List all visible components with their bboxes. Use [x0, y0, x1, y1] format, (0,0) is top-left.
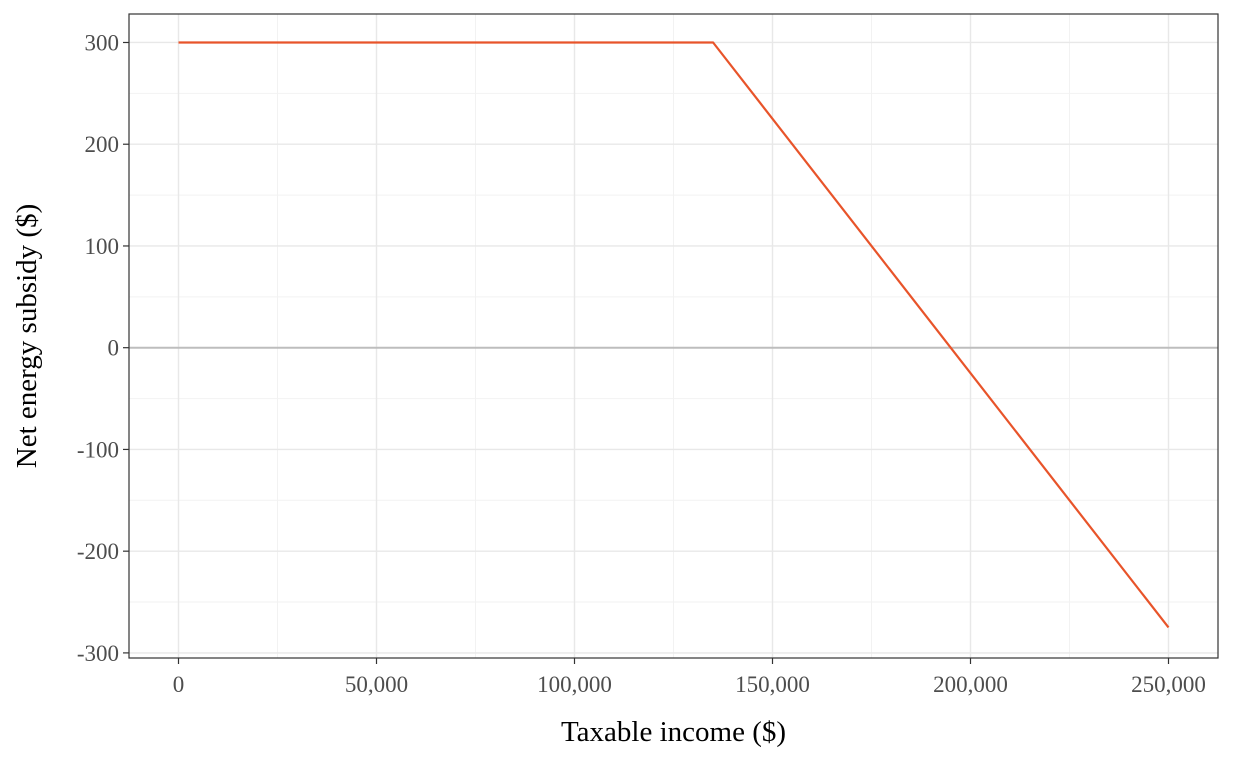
series-line	[178, 41, 1170, 629]
x-axis-ticks: 0 50,000 100,000 150,000 200,000 250,000	[173, 658, 1206, 697]
x-tick-label: 100,000	[537, 672, 612, 697]
x-tick-label: 200,000	[933, 672, 1008, 697]
y-tick-label: -200	[77, 539, 119, 564]
y-axis-ticks: 300 200 100 0 -100 -200 -300	[77, 30, 129, 666]
panel-border	[128, 13, 1219, 659]
series-layer	[178, 41, 1170, 629]
y-tick-label: -300	[77, 641, 119, 666]
x-axis-title: Taxable income ($)	[561, 716, 786, 748]
y-tick-label: -100	[77, 437, 119, 462]
x-tick-label: 0	[173, 672, 185, 697]
minor-grid	[129, 14, 1218, 658]
x-tick-label: 50,000	[345, 672, 408, 697]
y-tick-label: 100	[85, 234, 120, 259]
y-tick-label: 200	[85, 132, 120, 157]
x-tick-label: 250,000	[1131, 672, 1206, 697]
x-tick-label: 150,000	[735, 672, 810, 697]
y-tick-label: 0	[108, 336, 120, 361]
y-axis-title: Net energy subsidy ($)	[11, 204, 43, 468]
y-tick-label: 300	[85, 30, 120, 55]
